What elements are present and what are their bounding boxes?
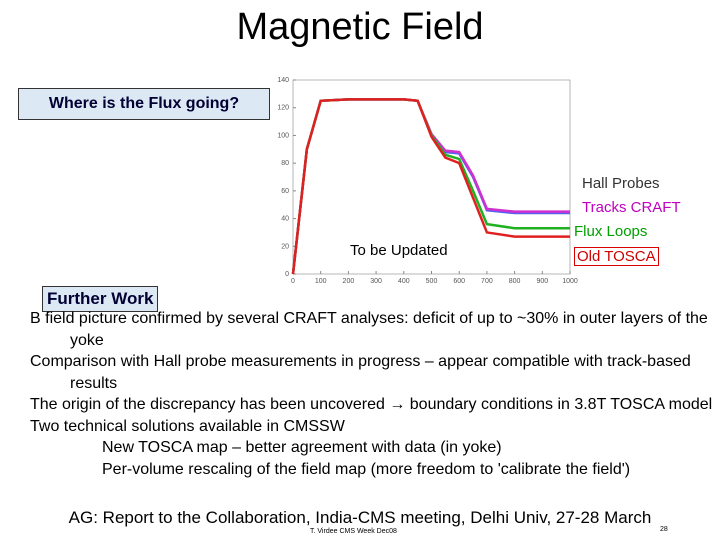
- chart: 0 20 40 60 80 100 120 140 0 100 200 300 400 500 600 700…: [277, 77, 578, 285]
- x-tick-label: 300: [370, 278, 382, 285]
- legend-entry: Tracks CRAFT: [582, 199, 681, 216]
- bullet: Two technical solutions available in CMS…: [30, 417, 345, 435]
- footer: AG: Report to the Collaboration, India-C…: [68, 508, 652, 527]
- sub-bullet: New TOSCA map – better agreement with da…: [102, 439, 502, 456]
- x-tick-label: 700: [481, 278, 493, 285]
- bullet: B field picture confirmed by several CRA…: [30, 310, 708, 349]
- note: To be Updated: [350, 242, 448, 259]
- y-tick-label: 100: [277, 132, 289, 139]
- bullet: The origin of the discrepancy has been u…: [30, 396, 713, 413]
- title: Magnetic Field: [236, 6, 484, 48]
- x-tick-label: 500: [426, 278, 438, 285]
- x-tick-label: 1000: [562, 278, 578, 285]
- x-tick-label: 800: [509, 278, 521, 285]
- y-tick-label: 0: [285, 271, 289, 278]
- x-tick-label: 900: [536, 278, 548, 285]
- x-tick-label: 200: [343, 278, 355, 285]
- x-tick-label: 100: [315, 278, 327, 285]
- series-line: [291, 98, 570, 275]
- y-tick-label: 80: [281, 160, 289, 167]
- x-tick-label: 600: [453, 278, 465, 285]
- x-tick-label: 0: [291, 278, 295, 285]
- y-tick-label: 120: [277, 105, 289, 112]
- bullet-list: B field picture confirmed by several CRA…: [30, 308, 720, 480]
- author: T. Virdee CMS Week Dec08: [310, 528, 397, 535]
- x-tick-label: 400: [398, 278, 410, 285]
- y-tick-label: 60: [281, 188, 289, 195]
- legend-entry: Flux Loops: [574, 223, 648, 240]
- y-tick-label: 20: [281, 243, 289, 250]
- callout: Where is the Flux going?: [18, 88, 270, 120]
- y-tick-label: 40: [281, 216, 289, 223]
- plot-frame: [292, 79, 571, 275]
- bullet: Comparison with Hall probe measurements …: [30, 353, 691, 392]
- page-number: 28: [660, 526, 668, 533]
- sub-bullet: Per-volume rescaling of the field map (m…: [102, 460, 631, 478]
- legend-entry: Hall Probes: [582, 175, 660, 192]
- section-heading: Further Work: [42, 286, 159, 312]
- y-tick-label: 140: [277, 77, 289, 84]
- legend-entry: Old TOSCA: [574, 247, 659, 266]
